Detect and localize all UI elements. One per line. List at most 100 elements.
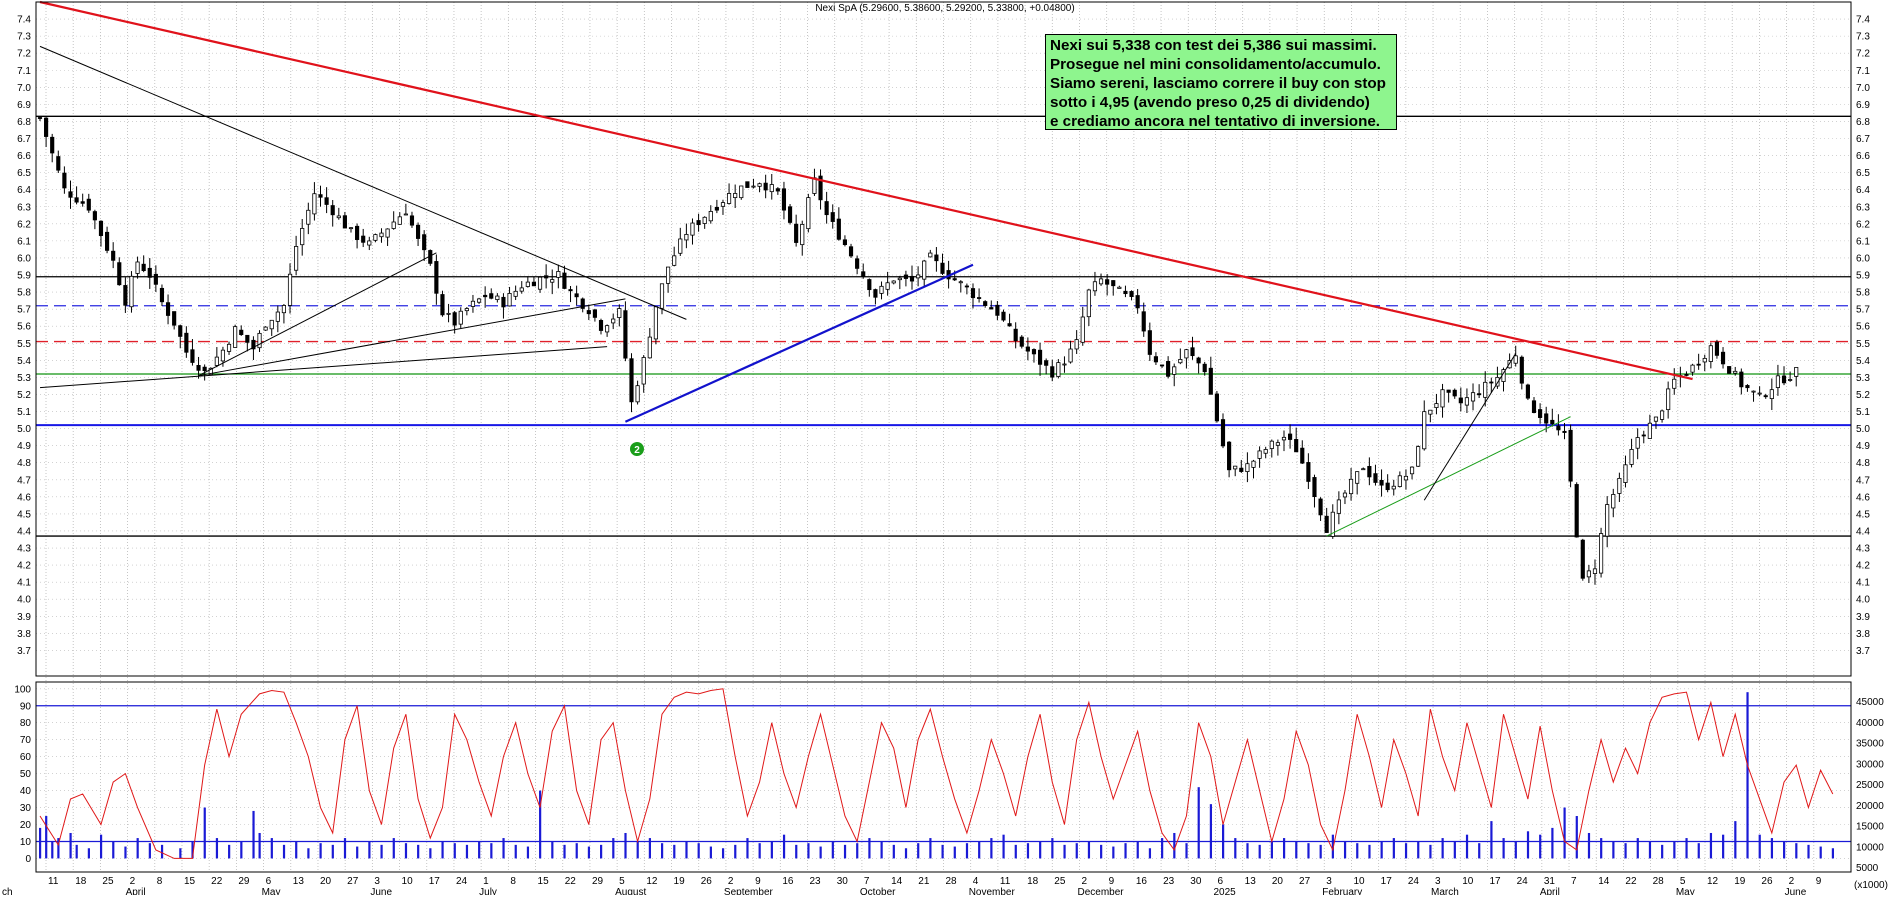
candle-body [1050, 366, 1055, 378]
candle-body [111, 250, 116, 261]
candle-body [952, 278, 957, 281]
x-month-label: April [1540, 887, 1560, 895]
candle-body [1056, 362, 1061, 377]
oscillator-tick-label: 100 [14, 684, 31, 695]
candle-body [1184, 349, 1189, 359]
y-tick-label-right: 4.2 [1856, 561, 1870, 572]
candle-body [544, 275, 549, 279]
y-tick-label: 5.5 [17, 339, 31, 350]
y-tick-label-right: 3.7 [1856, 646, 1870, 657]
y-tick-label-right: 7.0 [1856, 83, 1870, 94]
candle-body [1001, 311, 1006, 321]
x-day-label: 28 [1653, 876, 1665, 887]
candle-body [1153, 356, 1159, 363]
candle-body [1586, 570, 1591, 578]
x-day-label: 2 [1789, 876, 1795, 887]
candle-body [1397, 475, 1402, 487]
volume-bar [240, 841, 243, 859]
candle-body [818, 175, 823, 201]
candle-body [312, 193, 317, 215]
candle-body [147, 267, 152, 278]
oscillator-tick-label: 80 [20, 718, 32, 729]
volume-bar [819, 846, 822, 859]
y-tick-label: 3.7 [17, 646, 31, 657]
candle-body [37, 117, 43, 119]
candle-body [1367, 466, 1372, 478]
y-tick-label: 6.2 [17, 219, 31, 230]
volume-bar [1222, 824, 1225, 859]
volume-bar [51, 841, 54, 859]
x-day-label: 24 [1408, 876, 1420, 887]
volume-bar [1478, 843, 1481, 859]
x-day-label: 29 [592, 876, 604, 887]
x-day-label: 4 [973, 876, 979, 887]
candle-body [1330, 511, 1335, 537]
volume-bar [612, 838, 615, 859]
volume-bar [1819, 846, 1822, 859]
candle-body [1227, 441, 1232, 471]
candle-body [1098, 278, 1104, 285]
volume-bar [660, 843, 664, 859]
candle-body [1373, 473, 1378, 483]
candle-body [1550, 419, 1555, 425]
candle-body [1538, 409, 1543, 418]
candle-body [1178, 359, 1183, 364]
x-day-label: 10 [1462, 876, 1474, 887]
candle-body [1062, 363, 1067, 366]
volume-bar [1282, 838, 1286, 859]
annotation-line: Siamo sereni, lasciamo correre il buy co… [1050, 75, 1386, 92]
candle-body [1684, 374, 1689, 376]
candle-body [1117, 286, 1122, 289]
x-day-label: 17 [429, 876, 441, 887]
candle-body [958, 281, 963, 284]
x-day-label: 22 [211, 876, 223, 887]
candle-body [1031, 349, 1037, 355]
candle-body [220, 349, 226, 362]
x-day-label: 31 [1544, 876, 1556, 887]
volume-bar [1258, 844, 1261, 859]
candle-body [464, 308, 469, 312]
candle-body [409, 215, 415, 226]
candle-body [483, 294, 488, 298]
x-day-label: 18 [1027, 876, 1039, 887]
volume-bar [697, 843, 700, 859]
volume-bar [965, 843, 969, 859]
volume-bar [1100, 844, 1103, 859]
candle-body [1568, 429, 1573, 482]
candle-body [739, 185, 744, 199]
y-tick-label-right: 7.1 [1856, 66, 1870, 77]
volume-bar [228, 844, 231, 859]
x-day-label: 11 [48, 876, 59, 887]
trendline [39, 0, 1693, 381]
candle-body [50, 136, 55, 154]
volume-bar [295, 841, 298, 859]
volume-tick-label: 30000 [1856, 759, 1884, 770]
volume-bar [917, 843, 920, 859]
candle-body [1141, 311, 1146, 332]
volume-bar [1490, 821, 1493, 859]
x-day-label: 20 [1272, 876, 1284, 887]
trendline [624, 263, 974, 423]
volume-tick-label: 20000 [1856, 801, 1884, 812]
volume-bar [45, 816, 48, 859]
candle-body [1312, 477, 1317, 498]
candle-body [342, 215, 347, 229]
candle-body [159, 287, 165, 303]
candle-body [1574, 484, 1579, 538]
oscillator-panel-frame [35, 681, 1852, 873]
volume-bar [1026, 843, 1030, 859]
candle-body [239, 329, 244, 336]
x-day-label: 16 [782, 876, 794, 887]
candle-body [1769, 389, 1774, 400]
y-tick-label-right: 4.7 [1856, 475, 1870, 486]
candle-body [970, 288, 976, 299]
candle-body [1208, 367, 1213, 395]
candle-body [635, 385, 640, 403]
volume-bar [1234, 838, 1237, 859]
volume-bar [770, 841, 773, 859]
candle-body [129, 275, 134, 308]
candle-body [842, 239, 848, 246]
volume-bar [1075, 843, 1078, 859]
candle-body [623, 310, 628, 359]
volume-bar [795, 844, 798, 859]
